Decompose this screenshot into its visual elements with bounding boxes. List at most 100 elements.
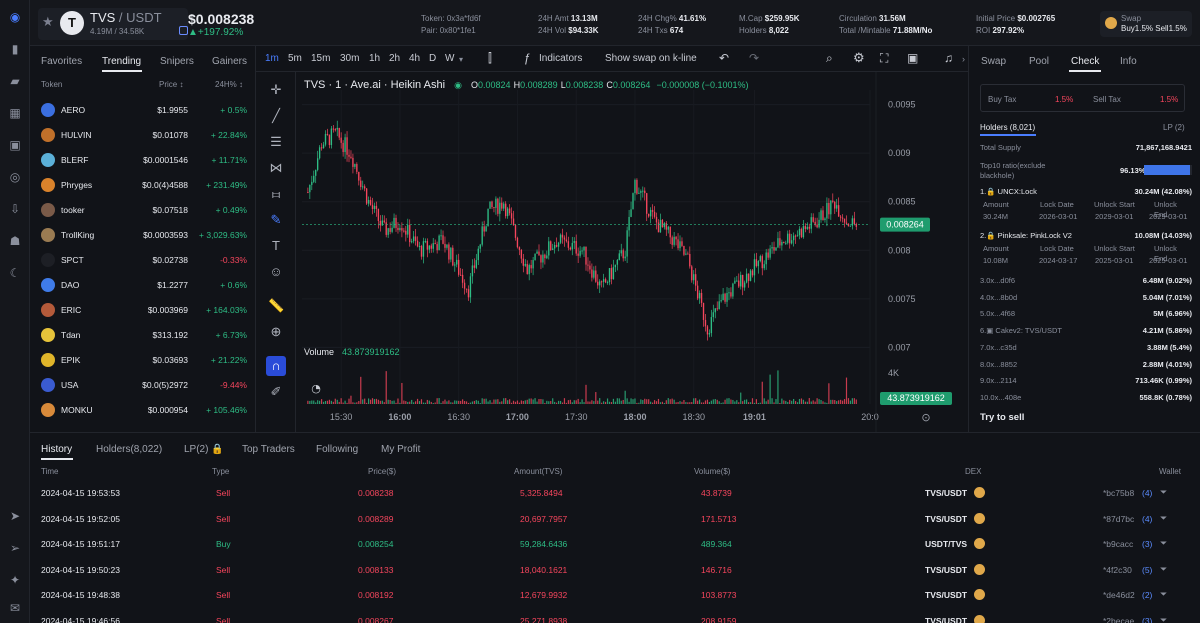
token-row[interactable]: tooker $0.07518 + 0.49%: [30, 198, 255, 223]
trade-row[interactable]: 2024-04-15 19:46:56 Sell 0.008267 25,271.89…: [30, 609, 1200, 623]
swap-kline-toggle[interactable]: Show swap on k-line: [605, 53, 697, 64]
tab-swap[interactable]: Swap: [981, 56, 1007, 67]
holders-subtab[interactable]: Holders (8,021): [980, 123, 1036, 132]
price-chart[interactable]: 0.0095 0.009 0.0085 0.008 0.0075 0.007 4K 15:30…: [296, 72, 968, 432]
zoom-search-icon[interactable]: ⌕: [826, 51, 833, 65]
undo-icon[interactable]: ↶: [719, 51, 730, 65]
trade-row[interactable]: 2024-04-15 19:51:17 Buy 0.008254 59,284.643…: [30, 532, 1200, 557]
interval-1h[interactable]: 1h: [369, 53, 381, 64]
token-row[interactable]: MONKU $0.000954 + 105.46%: [30, 398, 255, 423]
fullscreen-icon[interactable]: ⛶: [880, 51, 889, 65]
token-row[interactable]: AERO $1.9955 + 0.5%: [30, 98, 255, 123]
settings-gear-icon[interactable]: ⚙: [853, 50, 865, 65]
download-icon[interactable]: ⇩: [9, 202, 21, 216]
tab-following[interactable]: Following: [316, 444, 359, 455]
interval-5m[interactable]: 5m: [288, 53, 302, 64]
emoji-icon[interactable]: ☺: [269, 264, 283, 279]
wallet-filter-icon[interactable]: ⏷: [1160, 589, 1168, 599]
telegram-alt-icon[interactable]: ➢: [9, 541, 21, 555]
pair-address[interactable]: Pair: 0x80*1fe1: [421, 25, 476, 37]
trendline-icon[interactable]: ╱: [272, 108, 280, 123]
target-icon[interactable]: ◎: [9, 170, 21, 184]
folder-icon[interactable]: ▰: [10, 74, 20, 88]
interval-W[interactable]: W: [445, 53, 455, 64]
moon-icon[interactable]: ☾: [9, 266, 21, 280]
crosshair-icon[interactable]: ✛: [270, 82, 282, 97]
trade-row[interactable]: 2024-04-15 19:48:38 Sell 0.008192 12,679.99…: [30, 583, 1200, 608]
trade-row[interactable]: 2024-04-15 19:52:05 Sell 0.008289 20,697.79…: [30, 507, 1200, 532]
try-to-sell-button[interactable]: Try to sell: [980, 412, 1025, 423]
col-change[interactable]: 24H% ↕: [215, 80, 244, 89]
home-icon[interactable]: ◉: [9, 10, 21, 24]
token-row[interactable]: Tdan $313.192 + 6.73%: [30, 323, 255, 348]
tab-favorites[interactable]: Favorites: [41, 56, 83, 67]
interval-30m[interactable]: 30m: [340, 53, 360, 64]
screenshot-camera-icon[interactable]: ▣: [907, 51, 919, 65]
token-row[interactable]: HULVIN $0.01078 + 22.84%: [30, 123, 255, 148]
telegram-icon[interactable]: ➤: [9, 509, 21, 523]
trade-wallet[interactable]: *b9cacc: [1103, 539, 1134, 549]
col-price[interactable]: Price ↕: [159, 80, 184, 89]
trade-wallet[interactable]: *de46d2: [1103, 590, 1135, 600]
token-row[interactable]: EPIK $0.03693 + 21.22%: [30, 348, 255, 373]
fib-icon[interactable]: ⧦: [271, 186, 281, 201]
trade-row[interactable]: 2024-04-15 19:53:53 Sell 0.008238 5,325.849…: [30, 481, 1200, 506]
interval-dropdown-icon[interactable]: ▾: [459, 55, 464, 64]
interval-D[interactable]: D: [429, 53, 437, 64]
tab-info[interactable]: Info: [1120, 56, 1137, 67]
interval-2h[interactable]: 2h: [389, 53, 401, 64]
candle-type-icon[interactable]: ⫿: [488, 51, 492, 65]
tab-gainers[interactable]: Gainers: [212, 56, 248, 67]
wallet-filter-icon[interactable]: ⏷: [1160, 563, 1168, 574]
horizontal-lines-icon[interactable]: ☰: [270, 134, 282, 149]
interval-15m[interactable]: 15m: [311, 53, 331, 64]
lp-subtab[interactable]: LP (2): [1163, 123, 1185, 132]
reset-scale-icon[interactable]: ⊙: [921, 411, 930, 424]
token-row[interactable]: Phryges $0.0(4)4588 + 231.49%: [30, 173, 255, 198]
trade-wallet[interactable]: *87d7bc: [1103, 513, 1135, 524]
wallet-filter-icon[interactable]: ⏷: [1160, 487, 1168, 497]
tab-snipers[interactable]: Snipers: [160, 56, 194, 67]
text-tool-icon[interactable]: T: [272, 238, 280, 253]
indicators-icon[interactable]: ƒ: [524, 51, 531, 65]
bot-icon[interactable]: ☗: [9, 234, 21, 248]
trade-row[interactable]: 2024-04-15 19:50:23 Sell 0.008133 18,040.16…: [30, 558, 1200, 583]
brush-icon[interactable]: ✎: [270, 212, 282, 227]
token-row[interactable]: USA $0.0(5)2972 -9.44%: [30, 373, 255, 398]
zoom-in-icon[interactable]: ⊕: [270, 324, 282, 339]
tab-trending[interactable]: Trending: [102, 56, 142, 67]
tab-pool[interactable]: Pool: [1029, 56, 1050, 67]
twitter-icon[interactable]: ✦: [9, 573, 21, 587]
tab-holders[interactable]: Holders(8,022): [96, 444, 163, 455]
token-row[interactable]: SPCT $0.02738 -0.33%: [30, 248, 255, 273]
ruler-icon[interactable]: 📏: [268, 298, 285, 313]
interval-4h[interactable]: 4h: [409, 53, 421, 64]
token-row[interactable]: TrollKing $0.0003593 + 3,029.63%: [30, 223, 255, 248]
pattern-icon[interactable]: ⋈: [269, 160, 283, 175]
magnet-icon[interactable]: ∩: [266, 356, 286, 376]
collapse-right-icon[interactable]: ›: [962, 54, 965, 64]
mail-icon[interactable]: ✉: [9, 601, 21, 615]
tab-top-traders[interactable]: Top Traders: [242, 444, 295, 455]
indicators-button[interactable]: Indicators: [539, 53, 583, 64]
interval-1m[interactable]: 1m: [265, 53, 279, 64]
alert-bell-icon[interactable]: ♫: [944, 51, 953, 65]
lock-draw-icon[interactable]: ✐: [270, 384, 282, 399]
tab-lp[interactable]: LP(2) 🔒: [184, 444, 224, 455]
tab-check[interactable]: Check: [1071, 56, 1100, 67]
tab-my-profit[interactable]: My Profit: [381, 444, 421, 455]
wallet-filter-icon[interactable]: ⏷: [1160, 538, 1168, 548]
trade-wallet[interactable]: *bc75b8: [1103, 488, 1135, 498]
trade-wallet[interactable]: *4f2c30: [1103, 564, 1132, 575]
tab-history[interactable]: History: [41, 444, 73, 455]
favorite-star-icon[interactable]: ★: [42, 14, 54, 29]
copy-icon[interactable]: [179, 26, 188, 35]
wallet-icon[interactable]: ▣: [9, 138, 21, 152]
wallet-filter-icon[interactable]: ⏷: [1160, 614, 1168, 623]
token-row[interactable]: BLERF $0.0001546 + 11.71%: [30, 148, 255, 173]
redo-icon[interactable]: ↷: [749, 51, 760, 65]
token-row[interactable]: ERIC $0.003969 + 164.03%: [30, 298, 255, 323]
token-address[interactable]: Token: 0x3a*fd6f: [421, 13, 481, 25]
chart-icon[interactable]: ▮: [11, 42, 19, 56]
grid-icon[interactable]: ▦: [9, 106, 21, 120]
